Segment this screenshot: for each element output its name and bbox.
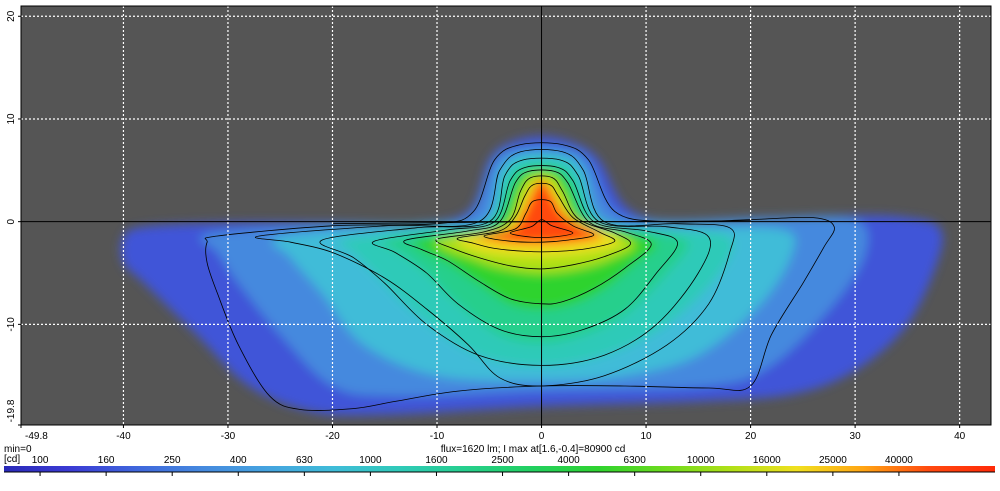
x-axis-ticks: -49.8 -40 -30 -20 -10 0 10 20 30 40 bbox=[20, 425, 966, 442]
x-tick-label: 20 bbox=[745, 431, 757, 442]
y-tick-label: 0 bbox=[6, 218, 17, 224]
grid-lines bbox=[21, 6, 991, 425]
colorbar-label: 250 bbox=[164, 455, 181, 466]
colorbar-label: 1600 bbox=[425, 455, 448, 466]
colorbar: 100 160 250 400 630 1000 1600 2500 4000 6300 10000… bbox=[4, 455, 995, 476]
colorbar-label: 16000 bbox=[753, 455, 781, 466]
colorbar-label: 100 bbox=[32, 455, 49, 466]
contour-line bbox=[456, 182, 616, 253]
y-tick-label: 20 bbox=[6, 10, 17, 22]
colorbar-label: 2500 bbox=[491, 455, 514, 466]
colorbar-label: 630 bbox=[296, 455, 313, 466]
x-tick-label: -40 bbox=[116, 431, 131, 442]
axis-lines bbox=[21, 6, 991, 425]
y-tick-label: 10 bbox=[6, 113, 17, 125]
contour-line bbox=[435, 175, 631, 270]
colorbar-label: 10000 bbox=[687, 455, 715, 466]
colorbar-gradient bbox=[4, 466, 995, 472]
colorbar-label: 1000 bbox=[359, 455, 382, 466]
y-tick-label: -19.8 bbox=[6, 399, 17, 422]
contour-line bbox=[483, 199, 595, 243]
colorbar-label: 6300 bbox=[624, 455, 647, 466]
x-tick-label: -10 bbox=[430, 431, 445, 442]
contour-line bbox=[403, 169, 652, 305]
x-tick-label: -30 bbox=[221, 431, 236, 442]
x-tick-label: 40 bbox=[954, 431, 966, 442]
colorbar-label: 40000 bbox=[885, 455, 913, 466]
x-tick-label: 30 bbox=[850, 431, 862, 442]
contour-line bbox=[255, 149, 735, 387]
colorbar-label: 25000 bbox=[819, 455, 847, 466]
contour-line bbox=[204, 142, 835, 411]
x-tick-label: 0 bbox=[539, 431, 545, 442]
colorbar-label: 4000 bbox=[557, 455, 580, 466]
colorbar-label: 400 bbox=[230, 455, 247, 466]
min-label: min=0 bbox=[4, 444, 32, 455]
y-axis-ticks: 20 10 0 -10 -19.8 bbox=[6, 10, 21, 426]
contour-line bbox=[509, 219, 574, 239]
plot-frame bbox=[20, 5, 992, 426]
contour-line bbox=[371, 165, 678, 338]
x-tick-label: 10 bbox=[641, 431, 653, 442]
contour-line bbox=[319, 157, 711, 366]
colorbar-label: 160 bbox=[98, 455, 115, 466]
flux-info-label: flux=1620 lm; I max at[1.6,-0.4]=80900 c… bbox=[441, 444, 626, 455]
y-tick-label: -10 bbox=[6, 317, 17, 332]
x-tick-label: -20 bbox=[325, 431, 340, 442]
x-tick-label: -49.8 bbox=[25, 431, 48, 442]
unit-label: [cd] bbox=[4, 454, 20, 465]
